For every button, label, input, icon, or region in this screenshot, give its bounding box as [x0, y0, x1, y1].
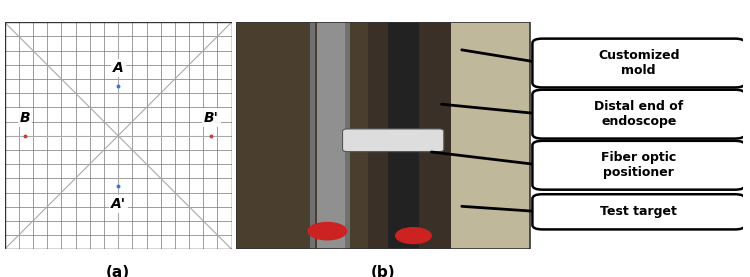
FancyBboxPatch shape [343, 129, 444, 152]
Text: B': B' [204, 111, 219, 125]
Text: Customized
mold: Customized mold [598, 49, 680, 77]
Text: A': A' [111, 197, 126, 211]
Bar [345, 22, 350, 249]
Bar [451, 22, 530, 249]
Text: B: B [20, 111, 30, 125]
Text: Fiber optic
positioner: Fiber optic positioner [601, 151, 676, 179]
Text: (a): (a) [106, 265, 130, 277]
Text: Distal end of
endoscope: Distal end of endoscope [594, 100, 683, 128]
Text: (b): (b) [370, 265, 395, 277]
Bar [388, 22, 418, 249]
Circle shape [308, 222, 347, 240]
FancyBboxPatch shape [532, 194, 745, 229]
Bar [310, 22, 315, 249]
FancyBboxPatch shape [532, 141, 745, 190]
Bar [530, 22, 742, 249]
Bar [236, 22, 368, 249]
Bar [236, 22, 530, 249]
Bar [368, 22, 451, 249]
FancyBboxPatch shape [532, 90, 745, 138]
Bar [317, 22, 345, 249]
Circle shape [396, 228, 431, 244]
Text: Test target: Test target [600, 205, 677, 218]
FancyBboxPatch shape [532, 39, 745, 88]
Text: A: A [112, 61, 124, 75]
